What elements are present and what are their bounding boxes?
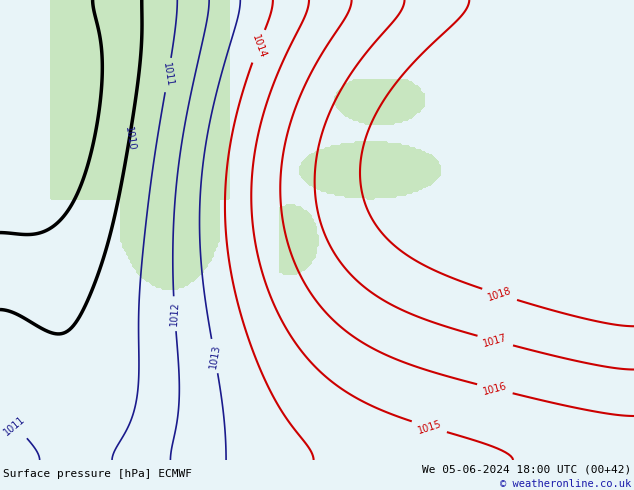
Text: 1011: 1011	[2, 414, 27, 437]
Text: Surface pressure [hPa] ECMWF: Surface pressure [hPa] ECMWF	[3, 468, 192, 479]
Text: 1010: 1010	[122, 126, 136, 151]
Text: 1014: 1014	[250, 33, 268, 59]
Text: We 05-06-2024 18:00 UTC (00+42): We 05-06-2024 18:00 UTC (00+42)	[422, 464, 631, 474]
Text: © weatheronline.co.uk: © weatheronline.co.uk	[500, 479, 631, 489]
Text: 1012: 1012	[169, 301, 181, 326]
Text: 1018: 1018	[486, 286, 513, 303]
Text: 1017: 1017	[482, 333, 508, 349]
Text: 1016: 1016	[482, 381, 508, 397]
Text: 1015: 1015	[416, 418, 443, 436]
Text: 1013: 1013	[208, 343, 222, 369]
Text: 1011: 1011	[161, 62, 175, 88]
